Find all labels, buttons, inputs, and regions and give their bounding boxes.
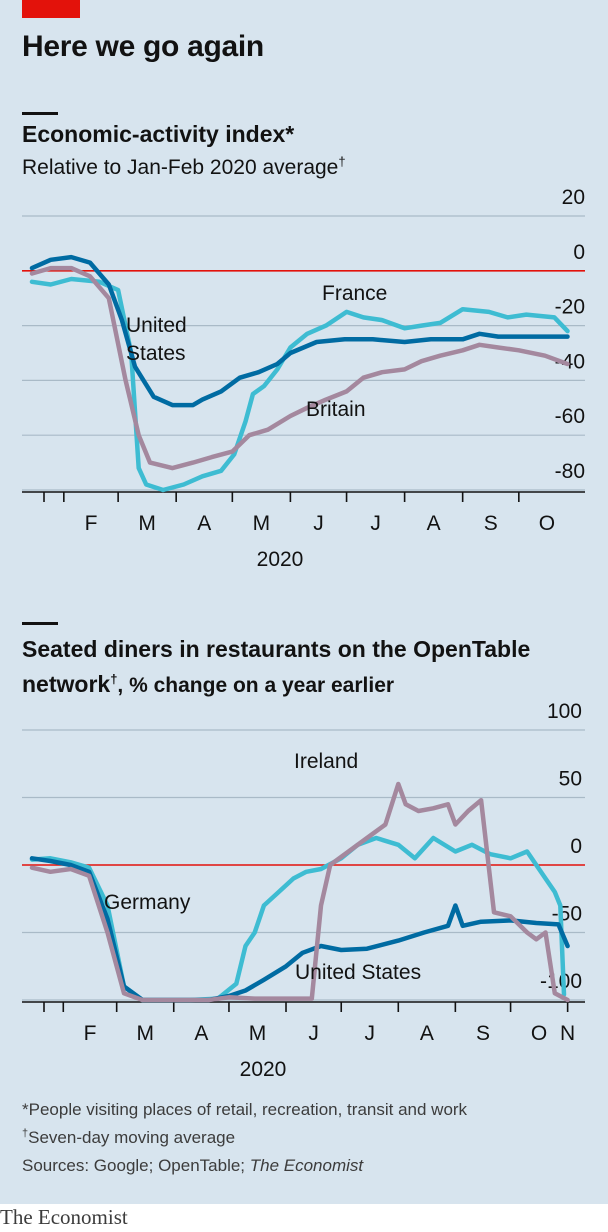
chart2-x-tick-label: N: [560, 1022, 575, 1045]
chart1-label-united-states: United: [126, 314, 187, 337]
chart2-title-mark: †: [110, 671, 118, 687]
chart1-x-tick-label: O: [539, 512, 555, 535]
chart1-y-tick-label: -40: [555, 350, 585, 373]
chart2-label-united-states: United States: [295, 961, 421, 984]
chart1-label-britain: Britain: [306, 398, 366, 421]
chart2-x-tick-label: O: [531, 1022, 547, 1045]
chart1-title: Economic-activity index*: [22, 121, 295, 147]
sources-italic: The Economist: [249, 1156, 364, 1175]
chart1-x-tick-label: M: [138, 512, 156, 535]
chart2-y-tick-label: 100: [547, 700, 582, 723]
brand-wordmark: The Economist: [0, 1205, 128, 1229]
footnote-1: *People visiting places of retail, recre…: [22, 1100, 468, 1119]
chart2-x-tick-label: M: [249, 1022, 267, 1045]
footnotes: *People visiting places of retail, recre…: [22, 1096, 467, 1180]
chart1-label-united-states: States: [126, 342, 186, 365]
chart1-x-tick-label: J: [313, 512, 324, 535]
chart1-series-britain: [29, 265, 570, 471]
chart1-x-tick-label: F: [85, 512, 98, 535]
footnote-2: †Seven-day moving average: [22, 1124, 467, 1152]
chart2-rule: [22, 622, 58, 625]
chart1-y-tick-label: -80: [555, 460, 585, 483]
chart2-y-tick-label: 50: [559, 768, 582, 791]
chart1-subtitle-text: Relative to Jan-Feb 2020 average: [22, 156, 339, 179]
chart2-x-tick-label: J: [365, 1022, 376, 1045]
chart1-x-tick-label: A: [197, 512, 211, 535]
sources-prefix: Sources: Google; OpenTable;: [22, 1156, 250, 1175]
chart-panel: [0, 0, 608, 1204]
chart1-y-tick-label: -20: [555, 296, 585, 319]
chart1-rule: [22, 112, 58, 115]
chart1-svg: 20 0 -20 -40 -60 -80 F M A M J J A S O 2020 France United…: [22, 186, 585, 571]
chart2-year-label: 2020: [240, 1058, 287, 1081]
chart1-x-tick-label: M: [253, 512, 271, 535]
main-title: Here we go again: [22, 30, 264, 63]
chart1-y-tick-label: -60: [555, 405, 585, 428]
footnote-2-text: Seven-day moving average: [28, 1128, 236, 1147]
chart2-y-tick-label: 0: [570, 835, 582, 858]
brand-red-tag: [22, 0, 80, 18]
chart1-subtitle: Relative to Jan-Feb 2020 average†: [22, 154, 346, 180]
chart2-x-tick-label: A: [420, 1022, 434, 1045]
chart2-title: Seated diners in restaurants on the Open…: [22, 632, 592, 703]
chart2-x-tick-label: F: [84, 1022, 97, 1045]
chart1-y-tick-label: 0: [573, 241, 585, 264]
chart2-x-tick-label: M: [136, 1022, 154, 1045]
chart1-y-tick-label: 20: [562, 186, 585, 209]
chart2-title-text: Seated diners in restaurants on the Open…: [22, 636, 531, 697]
chart2-x-tick-label: S: [476, 1022, 490, 1045]
chart1-subtitle-mark: †: [338, 154, 346, 169]
footnote-2-mark: †: [22, 1127, 29, 1140]
chart1-series-united-states: [29, 254, 570, 408]
chart2-label-ireland: Ireland: [294, 750, 358, 773]
chart1-x-tick-label: J: [370, 512, 381, 535]
chart1-x-tick-label: S: [484, 512, 498, 535]
chart2-x-tick-label: A: [194, 1022, 208, 1045]
sources: Sources: Google; OpenTable; The Economis…: [22, 1152, 467, 1180]
chart1-year-label: 2020: [257, 548, 304, 571]
chart1-series-france: [29, 276, 570, 493]
chart2-series-ireland: [29, 781, 570, 1003]
chart1-x-tick-label: A: [427, 512, 441, 535]
chart2-subtitle: , % change on a year earlier: [117, 674, 395, 697]
chart2-label-germany: Germany: [104, 891, 191, 914]
chart2-series-united-states: [29, 856, 570, 1003]
chart1-label-france: France: [322, 282, 387, 305]
chart2-x-tick-label: J: [308, 1022, 319, 1045]
